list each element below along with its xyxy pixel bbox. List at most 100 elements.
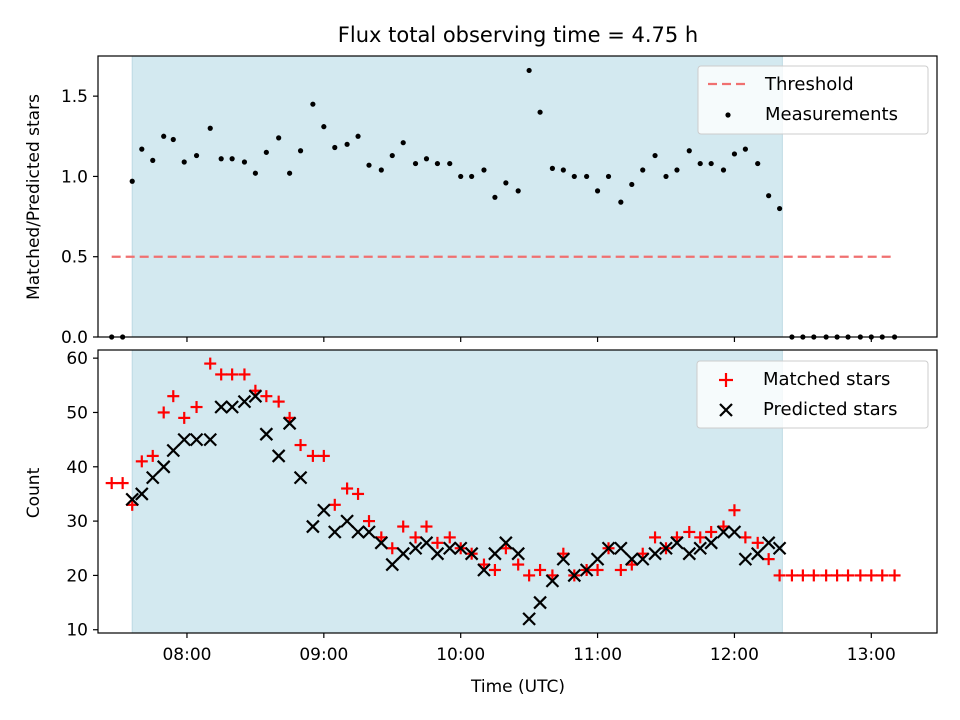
matched-point <box>649 531 662 544</box>
measurement-point <box>297 148 304 154</box>
top-legend-box <box>697 65 929 135</box>
measurement-point <box>344 141 350 147</box>
matched-point <box>785 569 798 582</box>
predicted-point <box>682 546 697 561</box>
predicted-point <box>693 541 707 556</box>
bottom-y-axis: 10 20 30 40 50 60 <box>66 349 98 641</box>
predicted-point <box>601 541 616 556</box>
predicted-point <box>225 400 239 414</box>
measurement-point <box>400 140 406 146</box>
x-tick-label: 10:00 <box>436 645 485 665</box>
predicted-point <box>317 503 331 518</box>
measurement-point <box>686 148 692 154</box>
predicted-point <box>189 432 204 447</box>
matched-point <box>431 536 444 549</box>
bottom-legend-box <box>696 360 929 429</box>
predicted-point-b <box>693 541 707 556</box>
measurement-point <box>412 160 419 167</box>
predicted-point-b <box>156 460 171 474</box>
top-panel: 0.0 0.5 1.0 1.5 Matched/Predicted stars Thr… <box>24 55 938 348</box>
predicted-point <box>271 449 286 463</box>
predicted-point-b <box>362 525 376 539</box>
predicted-point <box>464 546 479 561</box>
predicted-point <box>670 536 684 550</box>
predicted-point <box>145 470 160 485</box>
predicted-point-b <box>625 552 639 566</box>
bottom-x-axis-label: Time (UTC) <box>470 677 565 697</box>
predicted-point <box>761 536 776 550</box>
predicted-point-b <box>761 536 776 550</box>
measurement-point <box>150 157 156 163</box>
matched-point <box>534 563 547 576</box>
predicted-point <box>635 552 650 566</box>
predicted-point-b <box>125 492 139 507</box>
predicted-point <box>453 541 468 556</box>
predicted-point <box>488 546 502 561</box>
measurement-point <box>731 151 738 157</box>
predicted-point-b <box>716 525 731 539</box>
top-y-axis-label: Matched/Predicted stars <box>24 94 44 300</box>
predicted-point-b <box>396 546 410 561</box>
matched-point <box>260 390 273 403</box>
predicted-point <box>545 574 560 588</box>
matched-point <box>512 558 525 571</box>
matched-point <box>523 569 536 582</box>
predicted-point-b <box>659 541 673 556</box>
predicted-point <box>214 400 228 414</box>
measurement-point <box>241 159 248 165</box>
matched-legend-label: Matched stars <box>763 369 890 390</box>
predicted-point-b <box>248 389 263 403</box>
y-tick-label: 40 <box>66 458 88 478</box>
measurement-point <box>537 109 543 115</box>
measurement-point <box>139 146 145 152</box>
measurement-point <box>252 170 258 176</box>
predicted-point <box>340 514 354 528</box>
measurements-legend-swatch <box>725 112 731 118</box>
measurement-point <box>674 167 680 173</box>
predicted-point-b <box>727 525 742 539</box>
predicted-point-b <box>306 519 320 534</box>
predicted-point <box>237 394 252 409</box>
matched-point <box>157 406 170 419</box>
predicted-point <box>156 460 171 474</box>
measurement-point <box>378 167 384 173</box>
matched-point <box>178 411 191 424</box>
measurement-point <box>481 167 487 173</box>
matched-point <box>105 477 118 490</box>
predicted-point <box>442 541 457 556</box>
matched-point <box>854 569 867 582</box>
matched-point <box>226 368 239 381</box>
matched-point <box>807 569 820 582</box>
measurement-point <box>263 149 269 155</box>
predicted-point-b <box>635 552 650 566</box>
y-tick-label: 0.0 <box>61 328 88 348</box>
measurement-point <box>129 178 135 184</box>
matched-point <box>146 449 159 462</box>
bottom-plot-area <box>97 349 938 634</box>
x-tick-label: 13:00 <box>847 645 896 665</box>
matched-point <box>705 525 718 538</box>
measurement-point <box>777 205 783 212</box>
matched-point <box>341 482 354 495</box>
matched-point <box>409 531 422 544</box>
measurement-point <box>492 194 498 200</box>
measurement-point <box>571 173 577 180</box>
matched-point <box>739 531 752 544</box>
predicted-point-b <box>442 541 457 556</box>
top-legend: Threshold Measurements <box>697 65 929 135</box>
measurement-point <box>594 188 601 194</box>
predicted-point-b <box>533 595 547 610</box>
predicted-point-b <box>704 536 718 550</box>
predicted-point-b <box>648 546 662 561</box>
measurement-point <box>640 167 646 173</box>
matched-point <box>167 390 180 403</box>
matched-point <box>420 520 433 533</box>
matched-point <box>694 531 707 544</box>
predicted-point <box>727 525 742 539</box>
predicted-point <box>125 492 139 507</box>
predicted-point <box>248 389 263 403</box>
y-tick-label: 20 <box>66 566 88 586</box>
measurement-point <box>469 173 475 180</box>
predicted-point <box>419 536 434 550</box>
matched-point <box>820 569 833 582</box>
